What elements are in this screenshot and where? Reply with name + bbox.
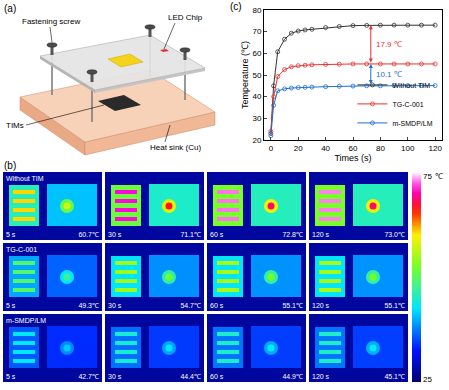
svg-text:30 s: 30 s bbox=[108, 302, 122, 309]
svg-text:30: 30 bbox=[252, 114, 261, 123]
svg-text:Without TIM: Without TIM bbox=[392, 82, 430, 89]
svg-text:55.1℃: 55.1℃ bbox=[384, 302, 405, 309]
html-text:(c): (c) bbox=[230, 1, 242, 12]
svg-text:70: 70 bbox=[252, 27, 261, 36]
svg-text:60 s: 60 s bbox=[210, 302, 224, 309]
svg-text:44.4℃: 44.4℃ bbox=[180, 373, 201, 380]
svg-text:50: 50 bbox=[252, 71, 261, 80]
svg-text:71.1℃: 71.1℃ bbox=[180, 231, 201, 238]
svg-text:5 s: 5 s bbox=[6, 231, 16, 238]
svg-text:45.1℃: 45.1℃ bbox=[384, 373, 405, 380]
svg-text:20: 20 bbox=[252, 136, 261, 145]
svg-text:5 s: 5 s bbox=[6, 302, 16, 309]
svg-text:60: 60 bbox=[349, 144, 358, 153]
svg-text:60 s: 60 s bbox=[210, 373, 224, 380]
svg-text:17.9 ℃: 17.9 ℃ bbox=[376, 40, 402, 49]
svg-text:72.8℃: 72.8℃ bbox=[282, 231, 303, 238]
svg-text:73.0℃: 73.0℃ bbox=[384, 231, 405, 238]
svg-text:40: 40 bbox=[252, 92, 261, 101]
svg-text:60 s: 60 s bbox=[210, 231, 224, 238]
svg-text:℃: ℃ bbox=[435, 172, 443, 181]
svg-text:120: 120 bbox=[428, 144, 442, 153]
svg-text:m-SMDP/LM: m-SMDP/LM bbox=[6, 317, 46, 324]
svg-text:30 s: 30 s bbox=[108, 373, 122, 380]
svg-text:Temperature (℃): Temperature (℃) bbox=[240, 41, 250, 109]
svg-text:42.7℃: 42.7℃ bbox=[78, 373, 99, 380]
svg-text:60.7℃: 60.7℃ bbox=[78, 231, 99, 238]
svg-text:0: 0 bbox=[269, 144, 274, 153]
svg-text:5 s: 5 s bbox=[6, 373, 16, 380]
svg-text:54.7℃: 54.7℃ bbox=[180, 302, 201, 309]
svg-text:(b): (b) bbox=[4, 160, 16, 171]
svg-text:80: 80 bbox=[376, 144, 385, 153]
svg-text:LED Chip: LED Chip bbox=[168, 13, 203, 22]
svg-text:25: 25 bbox=[423, 375, 432, 384]
svg-text:Fastening screw: Fastening screw bbox=[22, 17, 80, 26]
svg-text:Without TIM: Without TIM bbox=[6, 175, 44, 182]
svg-text:75: 75 bbox=[423, 172, 432, 181]
svg-text:10.1 ℃: 10.1 ℃ bbox=[376, 70, 402, 79]
svg-text:Times (s): Times (s) bbox=[334, 153, 371, 163]
svg-text:30 s: 30 s bbox=[108, 231, 122, 238]
svg-text:TG-C-001: TG-C-001 bbox=[6, 246, 37, 253]
svg-text:55.1℃: 55.1℃ bbox=[282, 302, 303, 309]
svg-text:(a): (a) bbox=[4, 3, 16, 14]
svg-text:60: 60 bbox=[252, 49, 261, 58]
svg-text:40: 40 bbox=[321, 144, 330, 153]
svg-text:m-SMDP/LM: m-SMDP/LM bbox=[392, 120, 432, 127]
svg-text:100: 100 bbox=[401, 144, 415, 153]
svg-text:80: 80 bbox=[252, 6, 261, 15]
svg-text:Heat sink (Cu): Heat sink (Cu) bbox=[150, 143, 201, 152]
svg-text:120 s: 120 s bbox=[312, 302, 330, 309]
svg-text:TG-C-001: TG-C-001 bbox=[392, 101, 423, 108]
svg-text:20: 20 bbox=[294, 144, 303, 153]
svg-text:TIMs: TIMs bbox=[6, 121, 24, 130]
svg-text:44.9℃: 44.9℃ bbox=[282, 373, 303, 380]
svg-text:120 s: 120 s bbox=[312, 231, 330, 238]
svg-text:49.3℃: 49.3℃ bbox=[78, 302, 99, 309]
svg-text:120 s: 120 s bbox=[312, 373, 330, 380]
